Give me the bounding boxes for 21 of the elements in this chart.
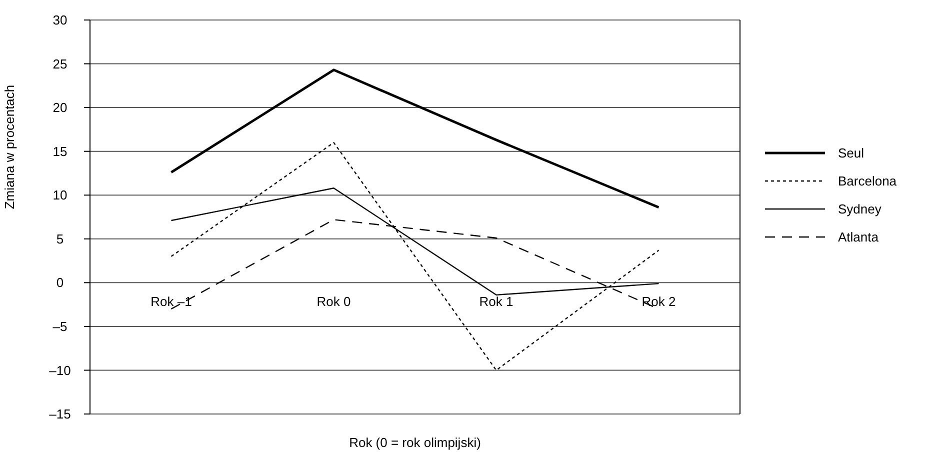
y-tick-label: 25 (52, 56, 68, 72)
y-tick-label: 0 (56, 275, 64, 290)
y-tick-label: 30 (52, 12, 68, 28)
legend-label: Atlanta (838, 230, 880, 245)
y-tick-label: 20 (52, 100, 68, 116)
x-tick-label: Rok 0 (316, 294, 351, 310)
legend-label: Seul (838, 146, 864, 161)
y-tick-label: –5 (52, 318, 68, 334)
legend-label: Sydney (838, 202, 882, 217)
x-tick-label: Rok –1 (150, 294, 192, 310)
x-tick-label: Rok 2 (642, 294, 676, 310)
y-tick-label: 5 (56, 231, 64, 246)
y-axis-title: Zmiana w procentach (2, 84, 17, 210)
line-series (170, 68, 660, 209)
y-tick-label: –15 (49, 406, 71, 422)
x-axis-title: Rok (0 = rok olimpijski) (349, 435, 481, 450)
y-tick-label: –10 (49, 362, 71, 378)
y-tick-label: 15 (52, 144, 68, 159)
y-tick-label: 10 (52, 188, 68, 203)
legend-label: Barcelona (838, 174, 898, 189)
x-tick-label: Rok 1 (479, 294, 514, 310)
